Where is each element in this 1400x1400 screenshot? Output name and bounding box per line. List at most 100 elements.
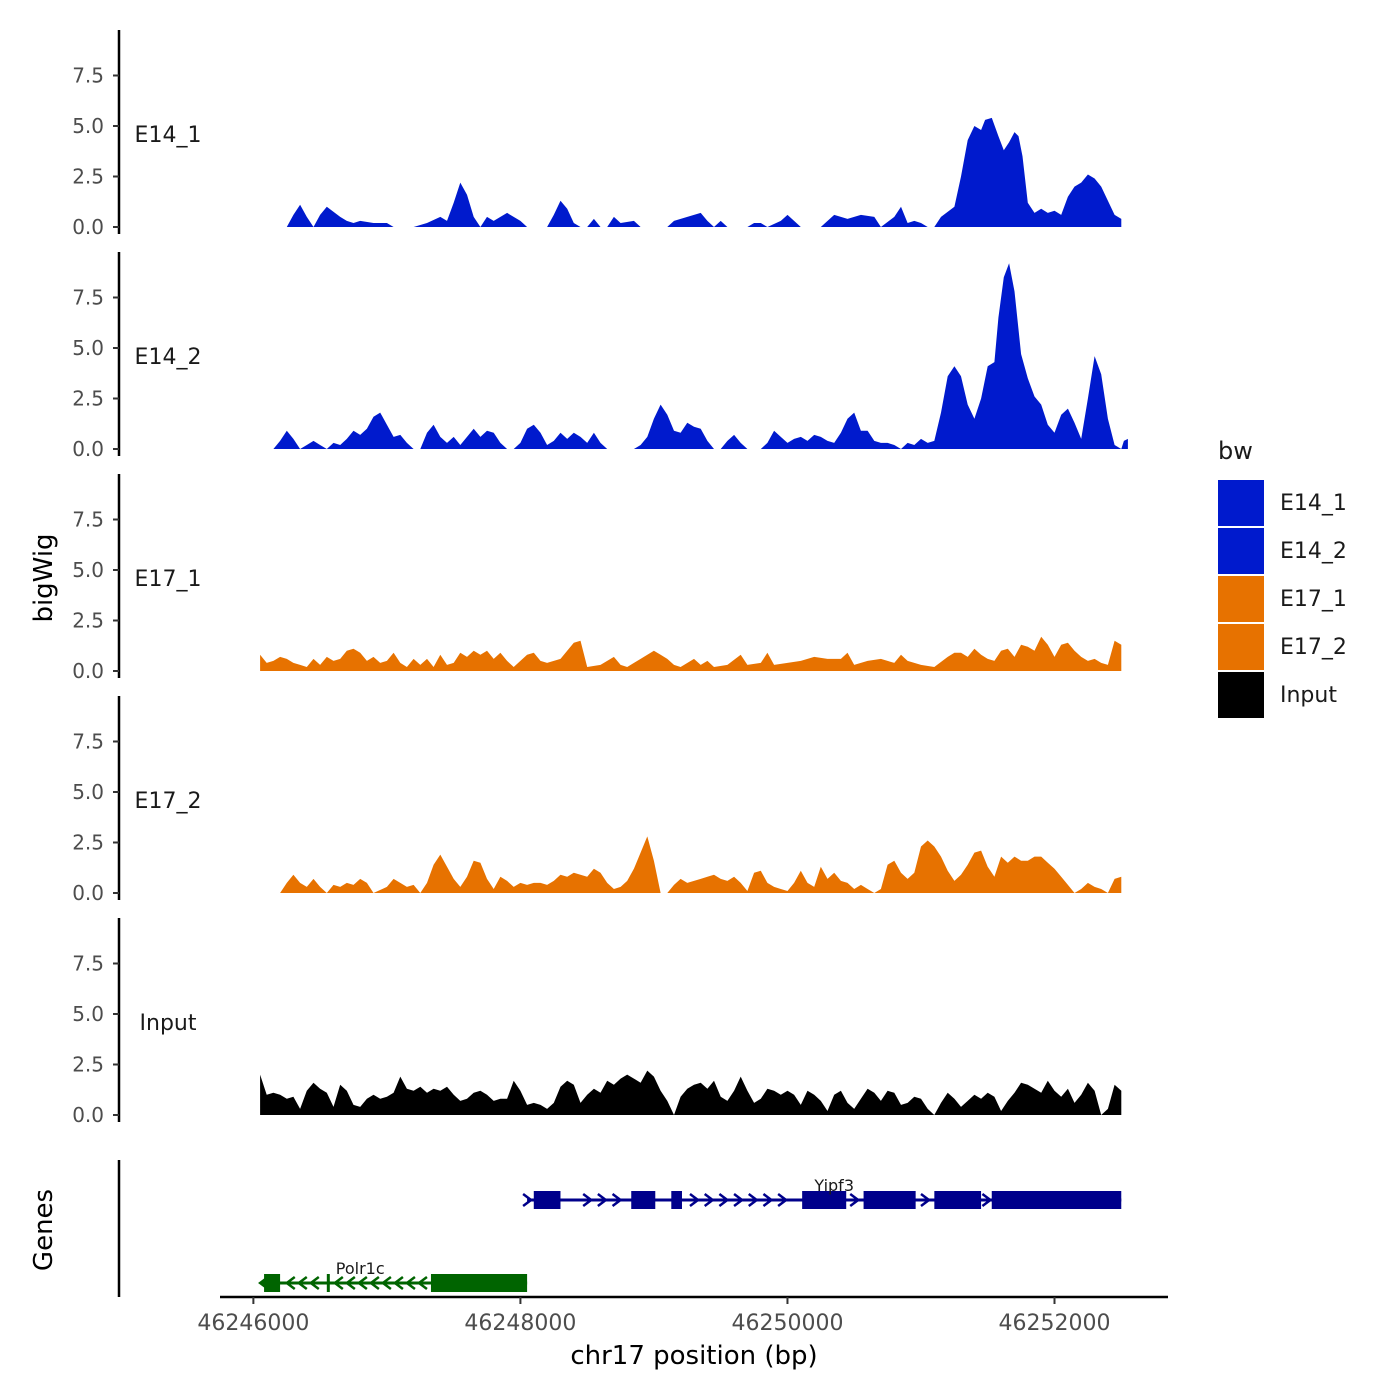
genes-axis-title: Genes — [29, 1189, 59, 1271]
strand-arrow — [718, 1193, 730, 1207]
x-tick-label: 46248000 — [464, 1311, 576, 1336]
track-E17_2: 0.0 2.5 5.0 7.5 E17_2 — [72, 696, 1122, 905]
exon-block — [326, 1274, 330, 1292]
x-tick-label: 46252000 — [999, 1311, 1111, 1336]
legend-item-E14_2: E14_2 — [1218, 528, 1347, 574]
exon-block — [533, 1191, 561, 1209]
coverage-area-E17_1 — [260, 636, 1122, 671]
strand-arrow — [258, 1274, 271, 1292]
exon-block — [671, 1191, 682, 1209]
legend-label: E17_1 — [1280, 587, 1347, 612]
strand-arrow — [597, 1193, 608, 1207]
exon-block — [863, 1191, 916, 1209]
strand-arrow — [777, 1193, 789, 1207]
y-tick-label: 2.5 — [72, 387, 104, 411]
strand-arrow — [733, 1193, 745, 1207]
strand-arrow — [332, 1276, 344, 1290]
exon-block — [802, 1191, 847, 1209]
track-E14_2: 0.0 2.5 5.0 7.5 E14_2 — [72, 252, 1128, 461]
coverage-area-E14_1 — [286, 117, 1122, 227]
exon-block — [934, 1191, 982, 1209]
track-label: E14_1 — [135, 123, 202, 148]
y-tick-label: 0.0 — [72, 437, 104, 461]
strand-arrow — [344, 1276, 356, 1290]
y-tick-label: 0.0 — [72, 659, 104, 683]
legend-label: E17_2 — [1280, 635, 1347, 660]
strand-arrow — [308, 1276, 320, 1290]
coverage-area-Input — [260, 1070, 1122, 1115]
x-tick-label: 46246000 — [197, 1311, 309, 1336]
strand-arrow — [368, 1276, 380, 1290]
track-label: E17_1 — [135, 567, 202, 592]
strand-arrow — [849, 1193, 861, 1207]
y-tick-label: 0.0 — [72, 215, 104, 239]
strand-arrow — [611, 1193, 623, 1207]
legend-item-E17_2: E17_2 — [1218, 624, 1347, 670]
strand-arrow — [416, 1276, 428, 1290]
track-Input: 0.0 2.5 5.0 7.5 Input — [72, 918, 1122, 1127]
coverage-area-E14_2 — [273, 263, 1128, 449]
exon-block — [991, 1191, 1122, 1209]
y-tick-label: 0.0 — [72, 1103, 104, 1127]
strand-arrow — [747, 1193, 759, 1207]
track-label: E17_2 — [135, 789, 202, 814]
gene-label: Polr1c — [336, 1259, 385, 1278]
track-E14_1: 0.0 2.5 5.0 7.5 E14_1 — [72, 30, 1122, 239]
legend: bw E14_1 E14_2 E17_1 E17_2 Input — [1218, 437, 1347, 718]
legend-swatch — [1218, 480, 1264, 526]
legend-swatch — [1218, 576, 1264, 622]
gene-Yipf3: Yipf3 — [522, 1176, 1122, 1209]
y-tick-label: 5.0 — [72, 336, 104, 360]
coverage-area-E17_2 — [280, 836, 1122, 893]
track-panels: 0.0 2.5 5.0 7.5 E14_1 0.0 2.5 5.0 7.5 E14_2 0.0 2.5… — [72, 30, 1128, 1127]
strand-arrow — [404, 1276, 416, 1290]
legend-swatch — [1218, 672, 1264, 718]
y-tick-label: 7.5 — [72, 952, 104, 976]
legend-item-Input: Input — [1218, 672, 1337, 718]
strand-arrow — [762, 1193, 774, 1207]
y-tick-label: 2.5 — [72, 165, 104, 189]
legend-swatch — [1218, 624, 1264, 670]
legend-label: Input — [1280, 683, 1337, 708]
strand-arrow — [284, 1276, 296, 1290]
x-axis: 46246000 46248000 46250000 46252000 — [197, 1295, 1168, 1336]
y-tick-label: 2.5 — [72, 609, 104, 633]
y-tick-label: 0.0 — [72, 881, 104, 905]
y-tick-label: 7.5 — [72, 286, 104, 310]
y-axis-title: bigWig — [29, 533, 59, 622]
strand-arrow — [703, 1193, 715, 1207]
gene-panel: Yipf3 Polr1c — [117, 1160, 1122, 1297]
strand-arrow — [920, 1193, 932, 1207]
legend-swatch — [1218, 528, 1264, 574]
strand-arrow — [582, 1193, 594, 1207]
y-tick-label: 5.0 — [72, 780, 104, 804]
y-tick-label: 5.0 — [72, 1002, 104, 1026]
y-tick-label: 7.5 — [72, 64, 104, 88]
legend-label: E14_1 — [1280, 491, 1347, 516]
gene-label: Yipf3 — [813, 1176, 854, 1195]
strand-arrow — [392, 1276, 404, 1290]
exon-block — [430, 1274, 528, 1292]
strand-arrow — [522, 1193, 534, 1207]
legend-item-E17_1: E17_1 — [1218, 576, 1347, 622]
y-tick-label: 5.0 — [72, 114, 104, 138]
track-E17_1: 0.0 2.5 5.0 7.5 E17_1 — [72, 474, 1122, 683]
gene-Polr1c: Polr1c — [258, 1259, 528, 1292]
strand-arrow — [356, 1276, 368, 1290]
exon-block — [631, 1191, 656, 1209]
x-axis-title: chr17 position (bp) — [570, 1341, 817, 1371]
x-tick-label: 46250000 — [731, 1311, 843, 1336]
y-tick-label: 7.5 — [72, 508, 104, 532]
y-tick-label: 2.5 — [72, 1053, 104, 1077]
strand-arrow — [296, 1276, 308, 1290]
track-label: E14_2 — [135, 345, 202, 370]
legend-item-E14_1: E14_1 — [1218, 480, 1347, 526]
strand-arrow — [380, 1276, 392, 1290]
track-label: Input — [140, 1011, 197, 1036]
legend-label: E14_2 — [1280, 539, 1347, 564]
y-tick-label: 7.5 — [72, 730, 104, 754]
legend-title: bw — [1218, 437, 1253, 465]
strand-arrow — [981, 1193, 993, 1207]
